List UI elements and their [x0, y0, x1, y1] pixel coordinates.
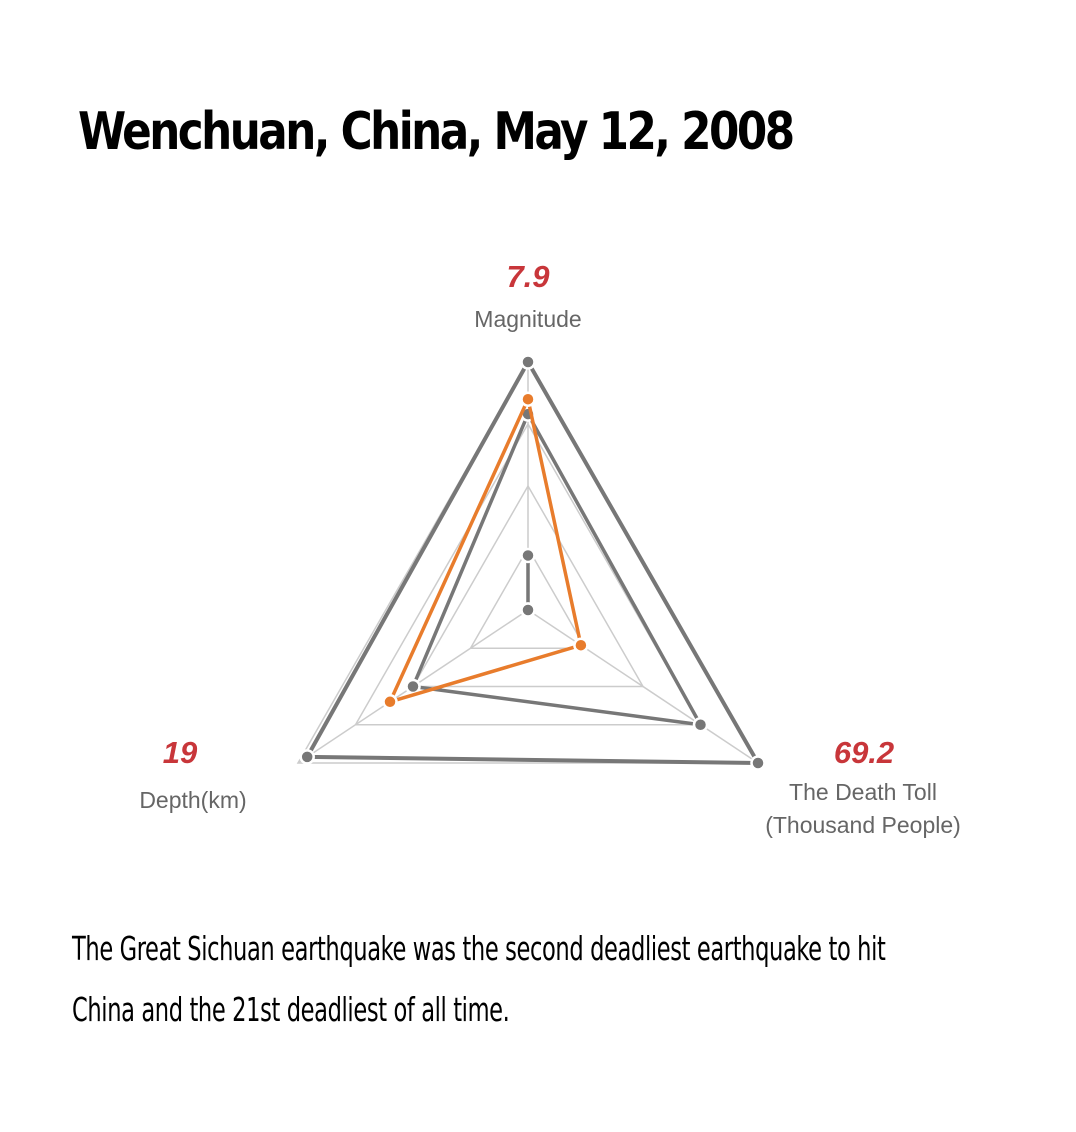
axis-value-label-1: 7.9 [506, 259, 550, 294]
radar-chart: 7.9 Magnitude 69.2 The Death Toll (Thousand … [139, 259, 960, 838]
series-1-point-1 [520, 354, 536, 370]
series-4-point-3 [520, 602, 536, 618]
series-line-1 [305, 360, 760, 765]
axis-value-label-2: 69.2 [834, 735, 894, 770]
series-3-point-2 [692, 717, 709, 733]
page-title: Wenchuan, China, May 12, 2008 [78, 102, 795, 162]
axis-value-label-3: 19 [163, 735, 198, 770]
series-3-point-3 [405, 678, 421, 695]
axis-name-label-3: Depth(km) [139, 787, 246, 813]
grid-ring-3 [354, 422, 702, 726]
series-2-point-3 [382, 694, 398, 710]
series-line-3 [411, 412, 703, 727]
axis-name-label-2: The Death Toll (Thousand People) [765, 779, 961, 838]
series-2-point-1 [520, 391, 536, 407]
radar-series [299, 354, 766, 771]
radar-labels: 7.9 Magnitude 69.2 The Death Toll (Thousand … [139, 259, 960, 838]
series-1-point-2 [750, 755, 766, 771]
grid-ring-2 [411, 484, 645, 688]
series-4-point-1 [520, 547, 536, 564]
grid-ring-1 [469, 546, 587, 649]
series-1-point-3 [299, 749, 315, 765]
chart-description: The Great Sichuan earthquake was the sec… [72, 929, 886, 1029]
grid-spoke-2 [527, 609, 759, 764]
series-2-point-2 [573, 637, 589, 653]
series-line-2 [388, 397, 583, 704]
axis-name-label-1: Magnitude [474, 306, 581, 332]
